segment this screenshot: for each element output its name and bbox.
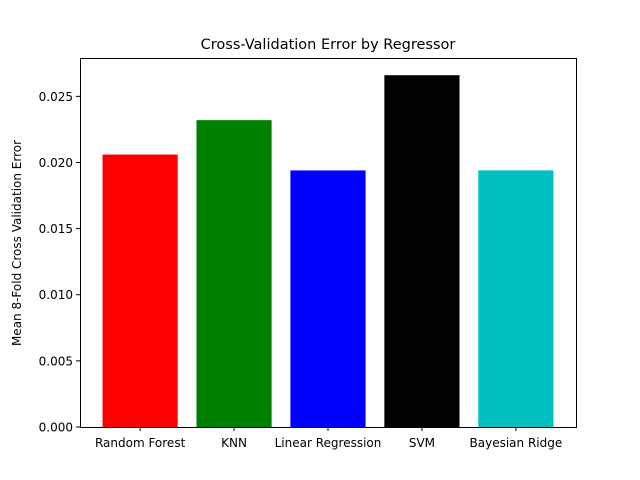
plot-frame bbox=[80, 58, 577, 428]
bar-linear-regression bbox=[290, 170, 366, 428]
x-tick-label: Linear Regression bbox=[275, 436, 382, 450]
x-tick-label: Random Forest bbox=[95, 436, 186, 450]
bars-group bbox=[102, 75, 554, 428]
y-tick-label: 0.025 bbox=[39, 90, 73, 104]
bar-knn bbox=[196, 120, 272, 427]
y-tick-label: 0.005 bbox=[39, 354, 73, 368]
bar-random-forest bbox=[102, 154, 178, 428]
y-tick-label: 0.010 bbox=[39, 288, 73, 302]
y-tick-label: 0.000 bbox=[39, 421, 73, 435]
chart-title: Cross-Validation Error by Regressor bbox=[201, 37, 456, 53]
y-axis-ticks: 0.000 0.005 0.010 0.015 0.020 0.025 bbox=[39, 90, 80, 435]
bar-svm bbox=[384, 75, 460, 427]
y-tick-label: 0.015 bbox=[39, 222, 73, 236]
bar-bayesian-ridge bbox=[478, 170, 554, 428]
x-axis-ticks: Random Forest KNN Linear Regression SVM Baye… bbox=[95, 427, 562, 450]
x-tick-label: SVM bbox=[409, 436, 435, 450]
x-tick-label: KNN bbox=[221, 436, 247, 450]
y-tick-label: 0.020 bbox=[39, 156, 73, 170]
y-axis-label: Mean 8-Fold Cross Validation Error bbox=[10, 140, 24, 346]
x-tick-label: Bayesian Ridge bbox=[470, 436, 563, 450]
